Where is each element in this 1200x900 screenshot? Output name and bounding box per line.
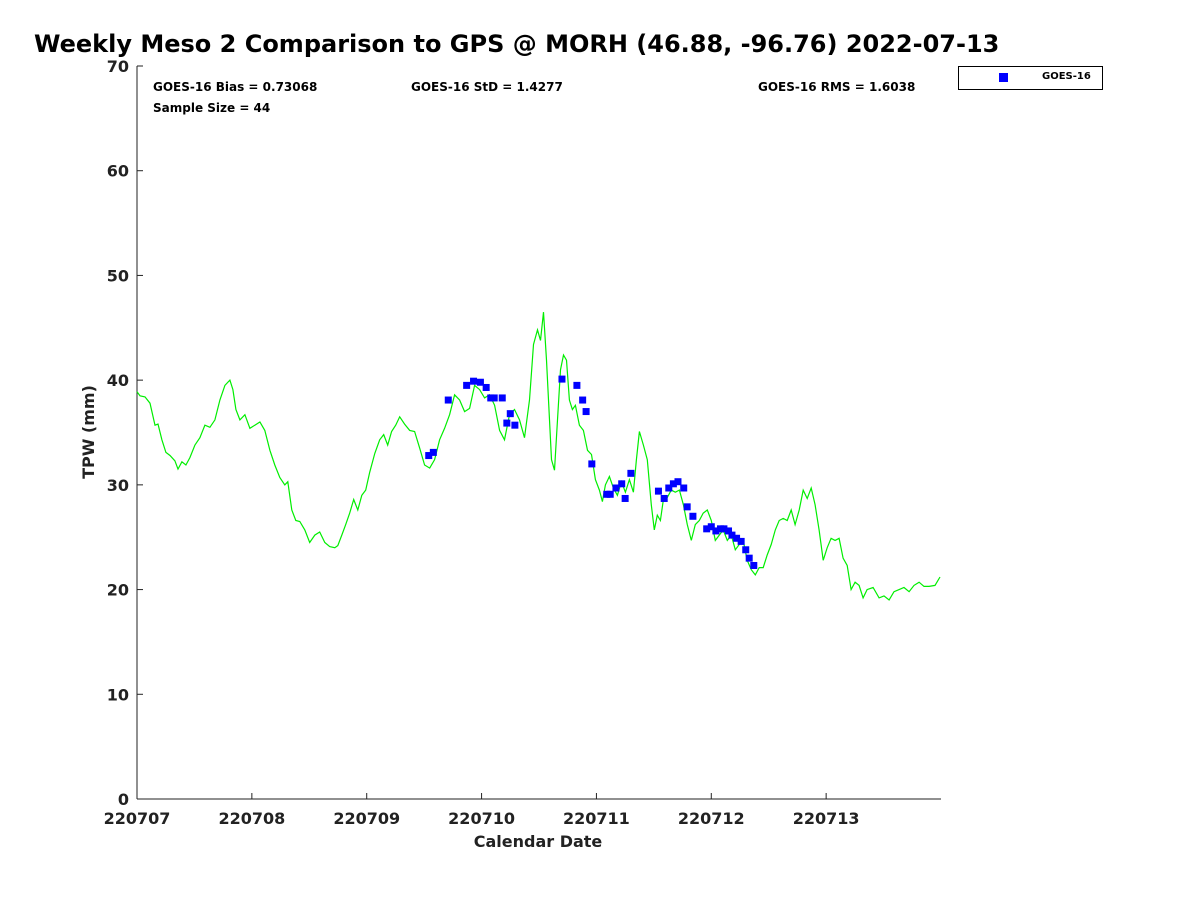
goes16-point [429,448,437,456]
std-stat: GOES-16 StD = 1.4277 [411,80,563,94]
y-tick-label: 50 [107,266,129,285]
goes16-point [737,537,745,545]
y-tick-label: 10 [107,685,129,704]
x-tick-label: 220709 [333,809,400,828]
y-tick-label: 0 [118,790,129,809]
x-tick-label: 220710 [448,809,515,828]
goes16-point [707,523,715,531]
goes16-point [588,460,596,468]
goes16-point [482,383,490,391]
y-tick-label: 40 [107,371,129,390]
bias-stat: GOES-16 Bias = 0.73068 [153,80,318,94]
x-tick-label: 220712 [678,809,745,828]
goes16-point [444,396,452,404]
x-axis-label: Calendar Date [474,832,603,851]
goes16-point [506,410,514,418]
goes16-point [745,554,753,562]
goes16-point [720,525,728,533]
x-tick-label: 220713 [793,809,860,828]
goes16-point [511,421,519,429]
sample-size-stat: Sample Size = 44 [153,101,271,115]
goes16-point [660,494,668,502]
x-tick-label: 220708 [218,809,285,828]
goes16-point [742,546,750,554]
goes16-point [503,419,511,427]
goes16-point [476,378,484,386]
x-tick-label: 220707 [104,809,171,828]
goes16-point [582,408,590,416]
goes16-point [498,394,506,402]
goes16-point [674,478,682,486]
goes16-point [612,484,620,492]
goes16-point [725,527,733,535]
y-axis-label: TPW (mm) [79,385,98,479]
y-tick-label: 30 [107,476,129,495]
y-tick-label: 70 [107,57,129,76]
chart-title: Weekly Meso 2 Comparison to GPS @ MORH (… [34,30,1000,58]
goes16-point [733,534,741,542]
goes16-point [703,525,711,533]
goes16-point [579,396,587,404]
goes16-point [621,494,629,502]
goes16-point [728,531,736,539]
goes16-point [654,487,662,495]
y-tick-label: 60 [107,162,129,181]
gps-line [136,312,941,601]
legend: GOES-16 [958,66,1103,90]
goes16-point [669,480,677,488]
goes16-point [470,377,478,385]
legend-marker-goes16 [999,73,1008,82]
goes16-point [558,375,566,383]
goes16-point [750,561,758,569]
goes16-point [490,394,498,402]
goes16-point [425,452,433,460]
y-tick-label: 20 [107,581,129,600]
goes16-point [665,484,673,492]
goes16-point [463,381,471,389]
goes16-point [689,512,697,520]
goes16-point [573,381,581,389]
rms-stat: GOES-16 RMS = 1.6038 [758,80,916,94]
goes16-point [606,490,614,498]
goes16-point [627,469,635,477]
goes16-point [618,480,626,488]
legend-label-goes16: GOES-16 [1042,71,1091,82]
x-tick-label: 220711 [563,809,630,828]
goes16-point [712,527,720,535]
goes16-point [680,484,688,492]
goes16-point [683,503,691,511]
